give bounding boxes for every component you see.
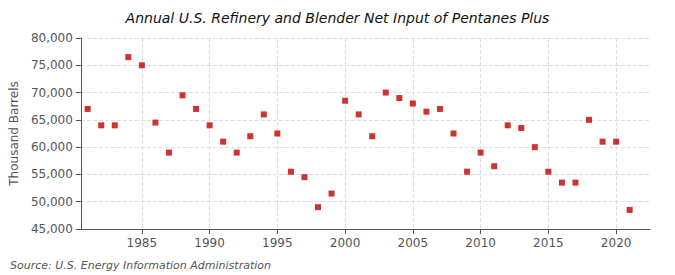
svg-text:1995: 1995: [262, 236, 293, 250]
svg-text:Annual U.S. Refinery and Blend: Annual U.S. Refinery and Blender Net Inp…: [125, 10, 550, 26]
svg-text:Source: U.S. Energy Informatio: Source: U.S. Energy Information Administ…: [10, 259, 271, 272]
svg-text:Thousand Barrels: Thousand Barrels: [7, 81, 21, 186]
svg-text:1990: 1990: [194, 236, 225, 250]
svg-text:45,000: 45,000: [31, 222, 73, 236]
svg-text:60,000: 60,000: [31, 140, 73, 154]
svg-text:2000: 2000: [330, 236, 361, 250]
svg-text:2010: 2010: [465, 236, 496, 250]
svg-text:50,000: 50,000: [31, 195, 73, 209]
svg-text:2005: 2005: [398, 236, 429, 250]
svg-text:2015: 2015: [533, 236, 564, 250]
svg-text:1985: 1985: [127, 236, 158, 250]
svg-text:70,000: 70,000: [31, 86, 73, 100]
svg-text:65,000: 65,000: [31, 113, 73, 127]
svg-text:2020: 2020: [601, 236, 632, 250]
svg-text:75,000: 75,000: [31, 58, 73, 72]
svg-text:55,000: 55,000: [31, 167, 73, 181]
svg-text:80,000: 80,000: [31, 31, 73, 45]
